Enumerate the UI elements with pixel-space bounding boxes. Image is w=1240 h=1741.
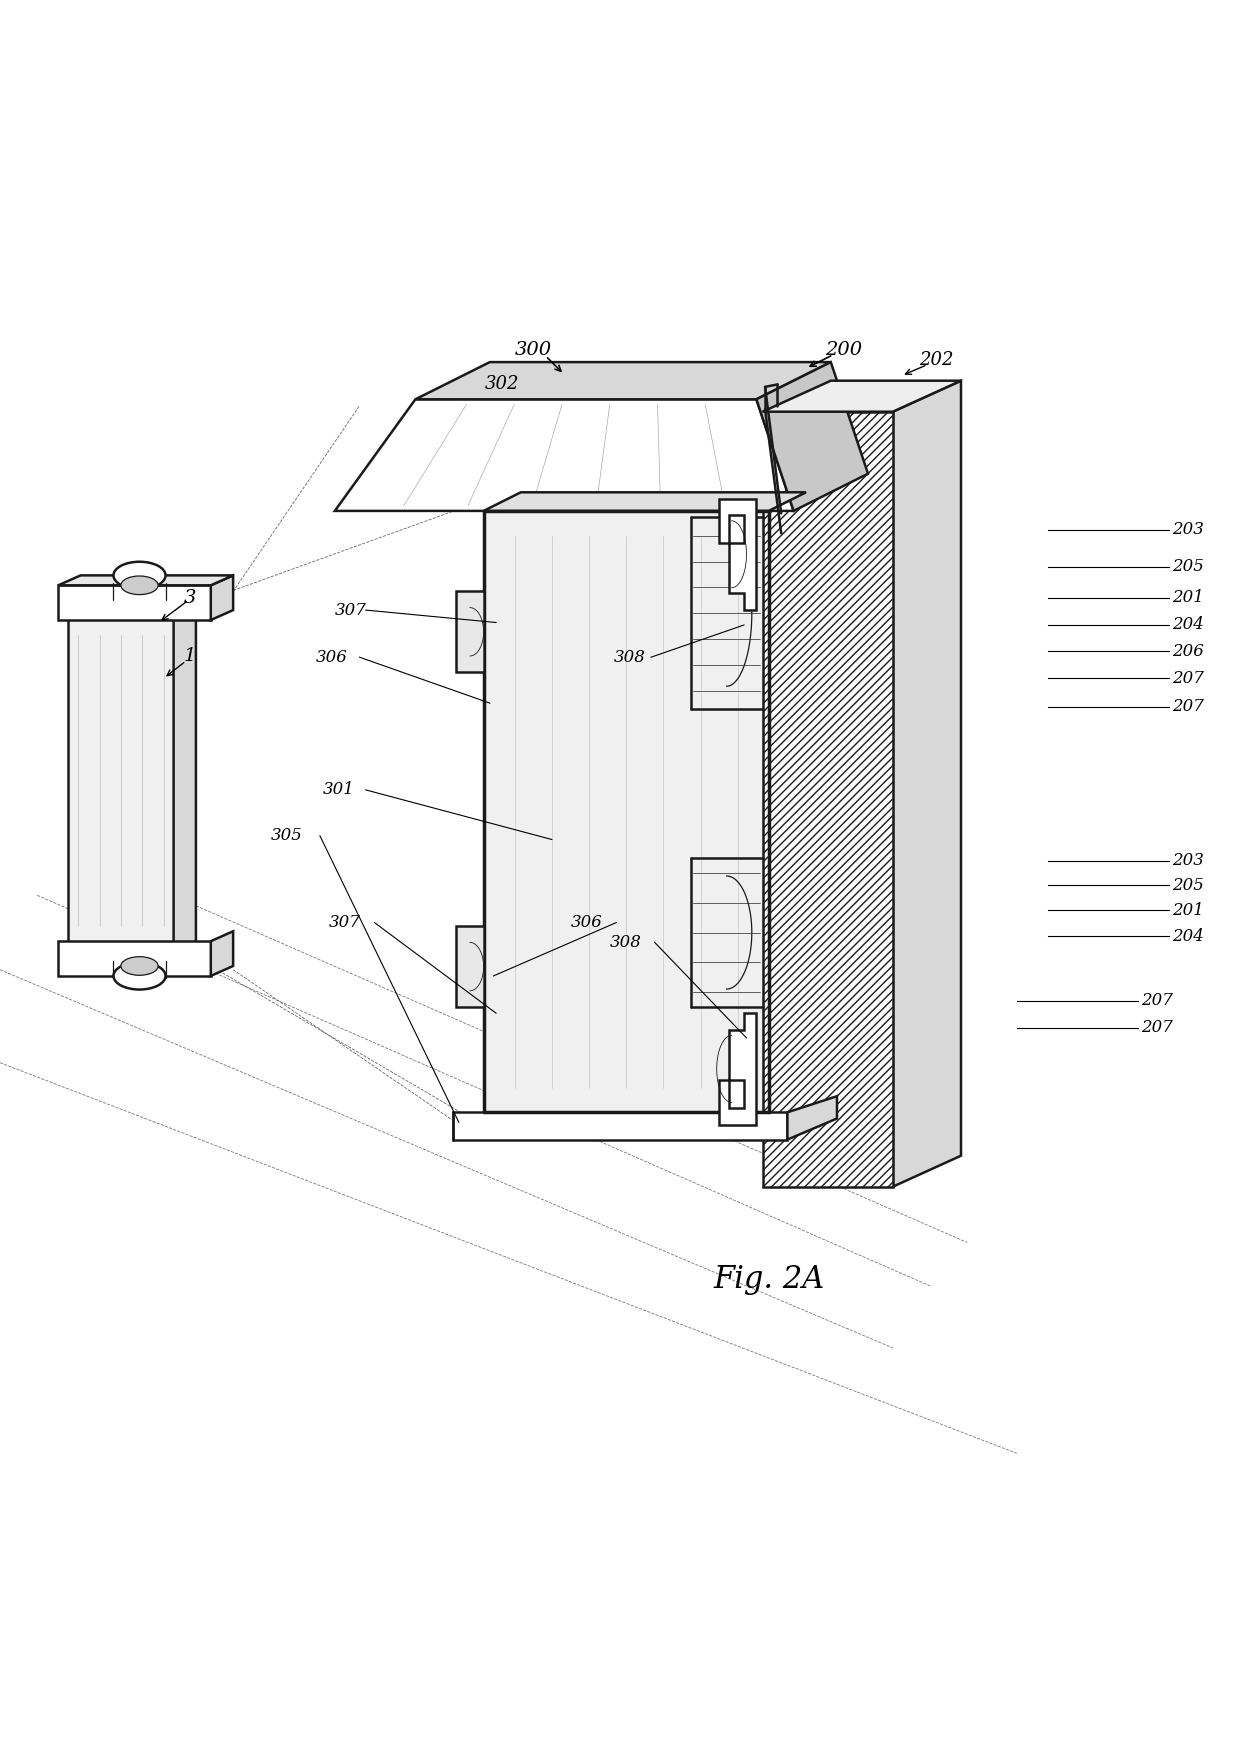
Polygon shape bbox=[335, 399, 794, 510]
Text: 207: 207 bbox=[1141, 992, 1173, 1010]
Text: 306: 306 bbox=[570, 914, 603, 931]
Text: 308: 308 bbox=[614, 649, 646, 665]
Text: 302: 302 bbox=[485, 376, 520, 393]
Polygon shape bbox=[211, 575, 233, 620]
Text: 306: 306 bbox=[316, 649, 348, 665]
Ellipse shape bbox=[114, 963, 165, 989]
Text: 307: 307 bbox=[329, 914, 361, 931]
Polygon shape bbox=[893, 381, 961, 1187]
Text: 204: 204 bbox=[1172, 616, 1204, 634]
Polygon shape bbox=[456, 926, 484, 1006]
Text: 201: 201 bbox=[1172, 588, 1204, 606]
Text: 206: 206 bbox=[1172, 642, 1204, 660]
Polygon shape bbox=[58, 942, 211, 977]
Polygon shape bbox=[484, 510, 769, 1112]
Polygon shape bbox=[456, 592, 484, 672]
Polygon shape bbox=[756, 362, 868, 510]
Ellipse shape bbox=[122, 958, 159, 975]
Text: 301: 301 bbox=[322, 782, 355, 799]
Text: 305: 305 bbox=[270, 827, 303, 844]
Polygon shape bbox=[174, 601, 196, 951]
Text: 3: 3 bbox=[184, 588, 196, 606]
Ellipse shape bbox=[114, 562, 165, 588]
Polygon shape bbox=[763, 381, 961, 411]
Text: 201: 201 bbox=[1172, 902, 1204, 919]
Polygon shape bbox=[719, 498, 756, 609]
Text: 300: 300 bbox=[515, 341, 552, 359]
Text: 203: 203 bbox=[1172, 521, 1204, 538]
Text: 308: 308 bbox=[610, 933, 642, 951]
Text: 207: 207 bbox=[1172, 698, 1204, 716]
Polygon shape bbox=[58, 575, 233, 585]
Polygon shape bbox=[763, 411, 893, 1187]
Text: 200: 200 bbox=[825, 341, 862, 359]
Text: 202: 202 bbox=[919, 350, 954, 369]
Polygon shape bbox=[415, 362, 831, 399]
Text: 207: 207 bbox=[1172, 670, 1204, 686]
Ellipse shape bbox=[122, 576, 159, 595]
Text: Fig. 2A: Fig. 2A bbox=[713, 1264, 825, 1295]
Text: 204: 204 bbox=[1172, 928, 1204, 945]
Polygon shape bbox=[484, 493, 806, 510]
Text: 205: 205 bbox=[1172, 559, 1204, 575]
Polygon shape bbox=[68, 609, 174, 951]
Polygon shape bbox=[719, 1013, 756, 1125]
Text: 307: 307 bbox=[335, 602, 367, 618]
Polygon shape bbox=[58, 585, 211, 620]
Polygon shape bbox=[453, 1112, 787, 1140]
Text: 207: 207 bbox=[1141, 1020, 1173, 1036]
Polygon shape bbox=[211, 931, 233, 977]
Text: 203: 203 bbox=[1172, 851, 1204, 869]
Text: 205: 205 bbox=[1172, 877, 1204, 893]
Polygon shape bbox=[787, 1097, 837, 1140]
Text: 1: 1 bbox=[184, 648, 196, 665]
